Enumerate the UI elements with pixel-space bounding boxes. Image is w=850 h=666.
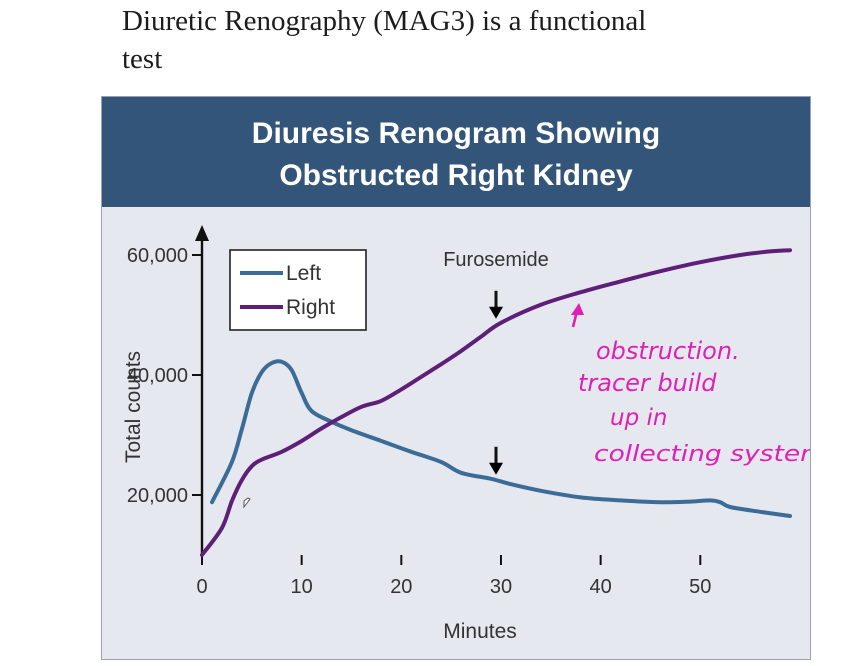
renogram-chart: 20,000 40,000 60,000 0 10 20 30 40 50 Furosemid… [122, 225, 810, 643]
series-layer [200, 248, 792, 557]
y-ticks: 20,000 40,000 60,000 [127, 245, 202, 507]
x-tick-label: 50 [689, 576, 711, 598]
x-tick-label: 10 [291, 576, 313, 598]
ink-line-4: collecting system [594, 442, 810, 467]
legend-label-left: Left [286, 262, 321, 285]
y-tick-label: 60,000 [127, 245, 188, 267]
x-tick-label: 40 [590, 576, 612, 598]
x-ticks: 0 10 20 30 40 50 [196, 555, 711, 598]
slide-heading-line-1: Diuretic Renography (MAG3) is a function… [122, 5, 647, 37]
x-tick-label: 0 [196, 576, 207, 598]
arrow-head [489, 306, 503, 319]
ink-line-2: tracer build [578, 369, 717, 397]
handwritten-annotation: obstruction. tracer build up in collecti… [571, 303, 810, 467]
chart-axes [195, 225, 209, 555]
x-axis-label: Minutes [443, 620, 517, 643]
arrow-head [489, 462, 503, 475]
y-axis-label: Total counts [122, 351, 145, 463]
x-tick-label: 30 [490, 576, 512, 598]
y-tick-label: 40,000 [127, 365, 188, 387]
series-line-left [210, 359, 792, 518]
series-line-right [200, 248, 792, 557]
legend-label-right: Right [286, 296, 335, 319]
x-tick-label: 20 [390, 576, 412, 598]
y-tick-label: 20,000 [127, 485, 188, 507]
legend: Left Right [229, 249, 367, 331]
ink-line-1: obstruction. [596, 337, 740, 365]
figure-title-line-1: Diuresis Renogram Showing [251, 117, 661, 150]
legend-box [229, 249, 367, 331]
furosemide-arrow-icon [489, 290, 503, 319]
furosemide-arrow-icon [489, 446, 503, 475]
renogram-figure: Diuresis Renogram Showing Obstructed Rig… [101, 96, 811, 660]
ink-line-3: up in [610, 405, 667, 431]
ink-arrow-head [571, 303, 584, 315]
furosemide-label: Furosemide [443, 249, 549, 271]
annotation-layer: Furosemide [443, 249, 549, 475]
slide-heading-line-2: test [122, 43, 163, 75]
slide-heading: Diuretic Renography (MAG3) is a function… [122, 2, 772, 78]
mouse-cursor-icon [243, 497, 251, 509]
y-axis-arrowhead [195, 225, 209, 241]
figure-title-line-2: Obstructed Right Kidney [279, 159, 633, 192]
figure-title-banner: Diuresis Renogram Showing Obstructed Rig… [102, 97, 810, 207]
figure-title: Diuresis Renogram Showing Obstructed Rig… [102, 113, 810, 197]
